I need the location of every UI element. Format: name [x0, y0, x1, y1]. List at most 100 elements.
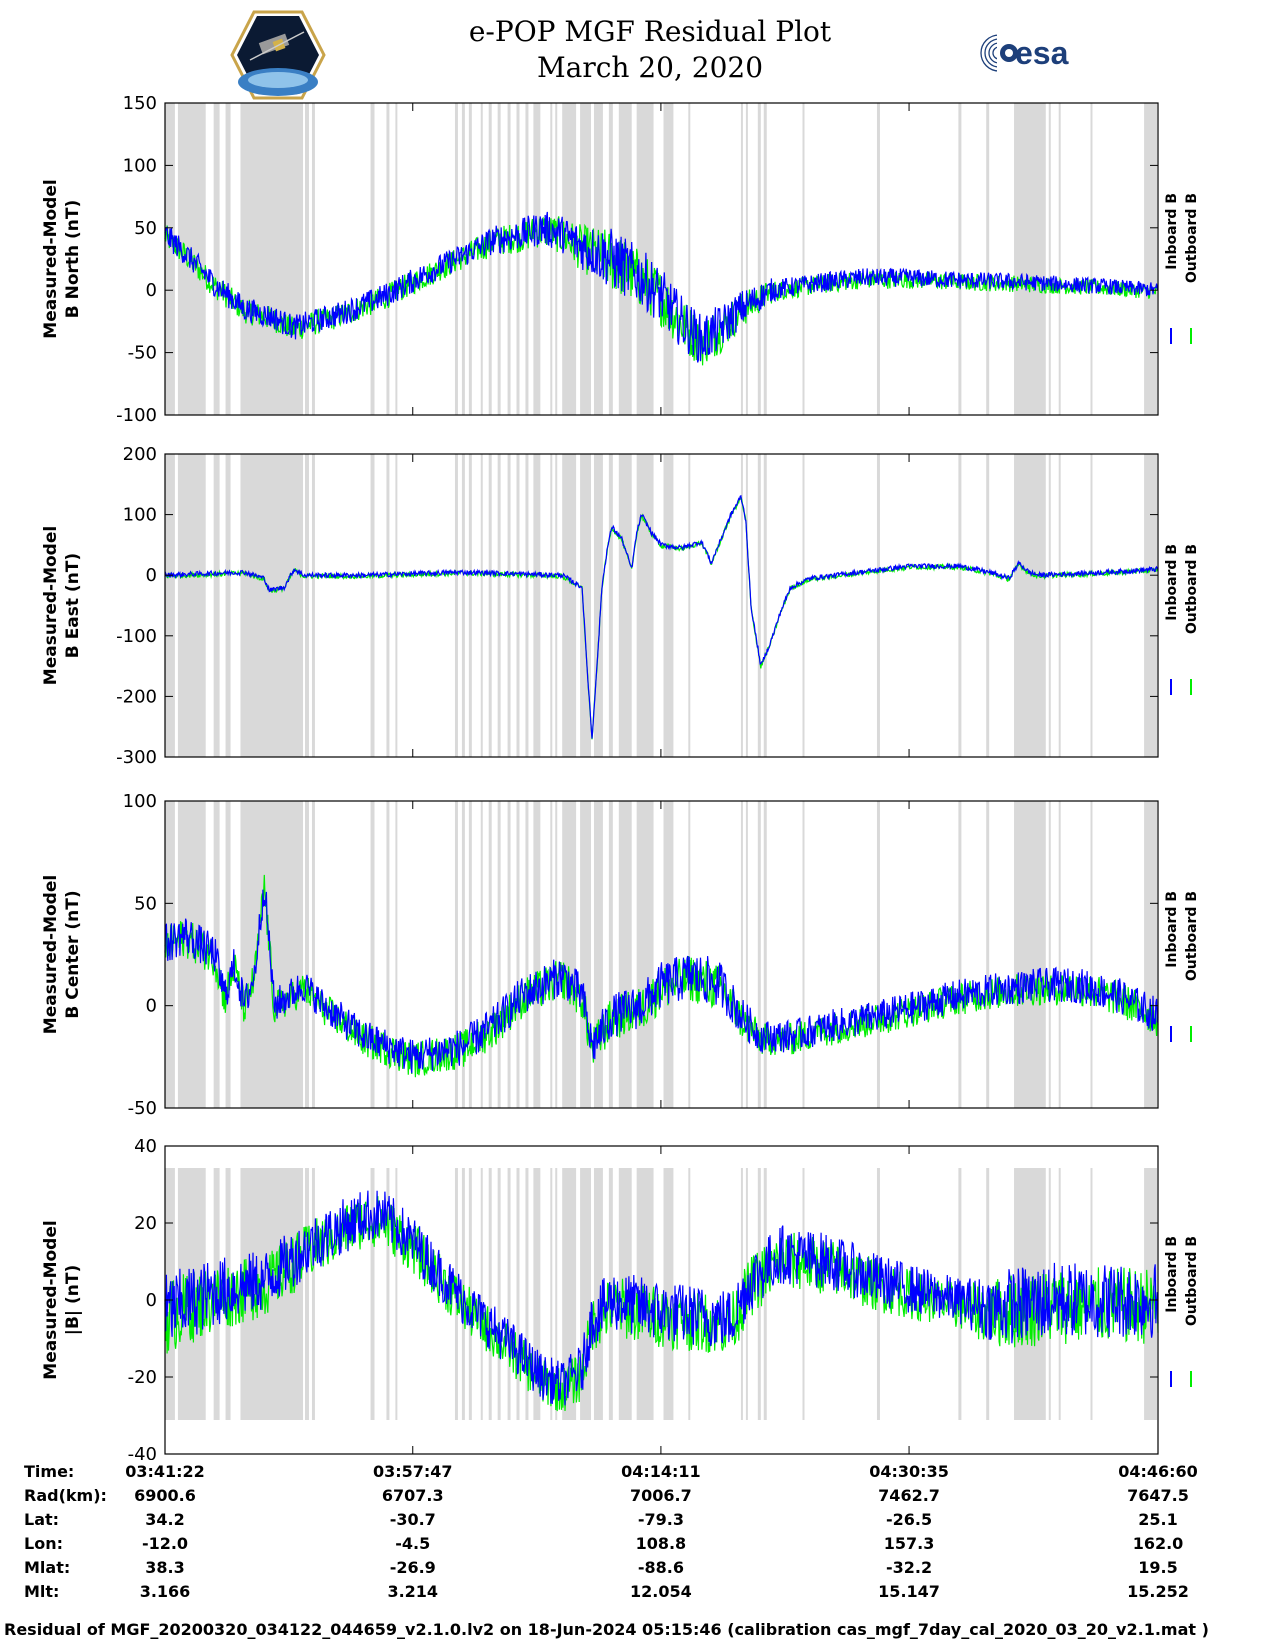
shade-interval: [305, 103, 309, 415]
ephemeris-cell: 04:30:35: [869, 1462, 949, 1481]
shade-interval: [240, 454, 304, 757]
shade-interval: [480, 103, 483, 415]
shade-interval: [608, 454, 613, 757]
y-tick-label: -50: [128, 343, 157, 364]
panel-2: -300 -200 -100 0 100 200 Measured-Model B East …: [41, 444, 1200, 768]
shade-interval: [1014, 454, 1046, 757]
y-axis-label-line: |B| (nT): [63, 1265, 83, 1336]
shade-interval: [497, 801, 501, 1108]
shade-interval: [555, 454, 558, 757]
esa-logo-text: esa: [1015, 35, 1069, 71]
inboard-series: [164, 494, 1159, 739]
y-tick-label: -40: [128, 1444, 157, 1460]
shade-interval: [468, 1168, 472, 1420]
shade-interval: [516, 103, 520, 415]
shade-interval: [636, 801, 654, 1108]
ephemeris-cell: 15.147: [878, 1582, 940, 1601]
shade-interval: [618, 454, 632, 757]
shade-interval: [305, 454, 309, 757]
shade-interval: [593, 103, 603, 415]
shade-interval: [516, 454, 520, 757]
shade-interval: [763, 103, 767, 415]
shade-interval: [958, 454, 962, 757]
shade-interval: [1048, 1168, 1051, 1420]
shade-interval: [488, 454, 492, 757]
y-tick-label: -100: [116, 405, 157, 426]
shade-interval: [165, 103, 175, 415]
ephemeris-table: Time: Rad(km): Lat: Lon: Mlat: Mlt: 03:41:22 69…: [0, 1462, 1275, 1622]
shade-interval: [468, 801, 472, 1108]
panel-1: -100 -50 0 50 100 150 Measured-Model B North (n…: [41, 93, 1200, 426]
shade-interval: [311, 454, 315, 757]
title-block: e-POP MGF Residual Plot March 20, 2020: [350, 14, 950, 86]
shade-interval: [370, 801, 375, 1108]
shade-interval: [757, 103, 761, 415]
shade-interval: [177, 801, 206, 1108]
ephemeris-cell: 03:41:22: [125, 1462, 205, 1481]
shade-interval: [386, 801, 390, 1108]
legend-inboard-label: Inboard B: [1164, 544, 1180, 621]
y-axis-label-line: B North (nT): [63, 200, 83, 319]
y-tick-label: -100: [116, 626, 157, 647]
ephemeris-row-label: Time:: [24, 1462, 75, 1481]
shade-interval: [958, 801, 962, 1108]
ephemeris-cell: 3.214: [387, 1582, 439, 1601]
shade-interval: [580, 801, 591, 1108]
y-tick-label: 0: [146, 280, 157, 301]
shade-interval: [763, 801, 767, 1108]
inboard-series: [164, 1190, 1159, 1406]
shade-interval: [757, 454, 761, 757]
panel-3: -50 0 50 100 Measured-Model B Center (nT) Inbo…: [41, 791, 1200, 1119]
shade-interval: [305, 1168, 309, 1420]
shade-interval: [454, 801, 458, 1108]
shade-interval: [395, 801, 398, 1108]
shade-interval: [802, 454, 805, 757]
shade-interval: [461, 103, 465, 415]
shade-interval: [986, 454, 990, 757]
shade-interval: [593, 454, 603, 757]
shade-interval: [763, 454, 767, 757]
outboard-series: [164, 216, 1159, 366]
ephemeris-cell: -4.5: [395, 1534, 431, 1553]
shade-interval: [562, 801, 577, 1108]
shade-interval: [1048, 801, 1051, 1108]
shade-interval: [225, 801, 231, 1108]
shade-interval: [165, 454, 175, 757]
y-tick-label: 100: [123, 505, 157, 526]
shade-interval: [488, 1168, 492, 1420]
ephemeris-row-label: Mlt:: [24, 1582, 60, 1601]
shade-interval: [663, 801, 674, 1108]
outboard-series: [164, 874, 1159, 1078]
y-tick-label: 20: [134, 1213, 157, 1234]
ephemeris-cell: 6900.6: [134, 1486, 196, 1505]
ephemeris-cell: 04:14:11: [621, 1462, 701, 1481]
shade-interval: [395, 454, 398, 757]
y-tick-label: 200: [123, 444, 157, 465]
y-tick-label: 100: [123, 791, 157, 812]
shade-interval: [986, 1168, 990, 1420]
ephemeris-cell: 108.8: [635, 1534, 687, 1553]
ephemeris-cell: 7462.7: [878, 1486, 940, 1505]
shade-interval: [305, 801, 309, 1108]
ephemeris-row-label: Mlat:: [24, 1558, 71, 1577]
shade-interval: [1090, 801, 1093, 1108]
y-axis-label: Measured-Model B East (nT): [41, 526, 83, 685]
ephemeris-cell: -32.2: [885, 1558, 933, 1577]
shade-interval: [593, 1168, 603, 1420]
shade-interval: [525, 454, 529, 757]
shade-interval: [386, 454, 390, 757]
cassiope-mission-logo: [230, 10, 326, 100]
ephemeris-cell: 15.252: [1127, 1582, 1189, 1601]
shade-interval: [688, 454, 691, 757]
legend-inboard-label: Inboard B: [1164, 1236, 1180, 1313]
shade-interval: [370, 103, 375, 415]
shade-interval: [745, 801, 748, 1108]
shade-interval: [688, 103, 691, 415]
shade-interval: [225, 103, 231, 415]
shade-interval: [497, 1168, 501, 1420]
y-tick-label: 50: [134, 218, 157, 239]
shade-interval: [507, 801, 511, 1108]
plot-title: e-POP MGF Residual Plot: [468, 15, 832, 48]
shade-interval: [608, 801, 613, 1108]
